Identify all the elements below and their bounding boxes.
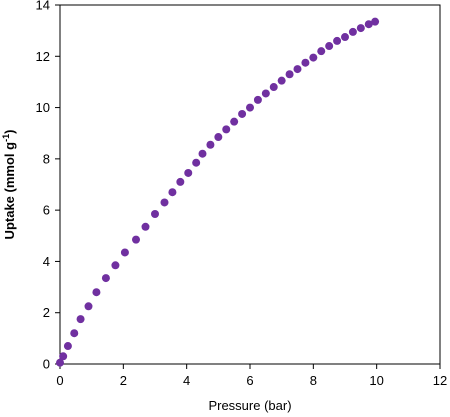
- x-axis-ticks: 0 2 4 6 8 10 12: [56, 364, 447, 388]
- y-axis-ticks: 0 2 4 6 8 10 12 14: [36, 0, 60, 372]
- data-point: [364, 20, 373, 29]
- data-point: [214, 133, 223, 142]
- data-point: [285, 70, 294, 79]
- x-tick-label: 6: [246, 373, 253, 388]
- x-axis-title: Pressure (bar): [208, 398, 291, 413]
- data-point: [84, 302, 93, 311]
- data-point: [341, 33, 349, 42]
- data-points: [56, 17, 380, 367]
- y-tick-label: 10: [36, 100, 50, 115]
- data-point: [160, 198, 169, 207]
- data-point: [120, 248, 129, 257]
- data-point: [293, 65, 302, 74]
- data-point: [192, 158, 201, 167]
- y-tick-label: 8: [43, 151, 50, 166]
- data-point: [70, 329, 79, 338]
- data-point: [206, 140, 215, 149]
- data-point: [230, 117, 239, 126]
- data-point: [92, 288, 101, 297]
- data-point: [371, 17, 380, 26]
- data-point: [246, 103, 254, 112]
- y-axis-title-base: Uptake (mmol g: [2, 142, 17, 240]
- data-point: [222, 125, 231, 134]
- y-axis-title: Uptake (mmol g-1): [1, 130, 17, 240]
- y-axis-title-superscript: -1: [1, 134, 11, 142]
- y-tick-label: 14: [36, 0, 50, 13]
- x-tick-label: 12: [433, 373, 447, 388]
- data-point: [141, 222, 150, 231]
- data-point: [198, 149, 207, 158]
- y-tick-label: 4: [43, 254, 50, 269]
- data-point: [309, 53, 318, 62]
- data-point: [269, 83, 278, 92]
- data-point: [63, 342, 72, 351]
- y-tick-label: 0: [43, 357, 50, 372]
- x-tick-label: 0: [56, 373, 63, 388]
- data-point: [317, 47, 326, 56]
- data-point: [76, 315, 85, 324]
- data-point: [56, 358, 64, 367]
- data-point: [238, 109, 247, 118]
- data-point: [348, 27, 357, 36]
- y-tick-label: 12: [36, 49, 50, 64]
- data-point: [151, 209, 159, 218]
- data-point: [132, 235, 140, 244]
- x-tick-label: 10: [369, 373, 383, 388]
- data-point: [168, 188, 177, 197]
- x-tick-label: 2: [120, 373, 127, 388]
- y-tick-label: 2: [43, 305, 50, 320]
- data-point: [184, 168, 193, 177]
- data-point: [277, 76, 286, 85]
- data-point: [301, 58, 310, 67]
- plot-area: [59, 4, 441, 365]
- y-tick-label: 6: [43, 203, 50, 218]
- data-point: [59, 352, 68, 361]
- y-axis-title-close: ): [2, 130, 17, 134]
- data-point: [325, 42, 334, 51]
- x-tick-label: 4: [183, 373, 190, 388]
- data-point: [261, 89, 270, 98]
- data-point: [253, 95, 262, 104]
- data-point: [111, 261, 120, 270]
- data-point: [176, 177, 185, 186]
- x-tick-label: 8: [310, 373, 317, 388]
- data-point: [356, 24, 365, 33]
- data-point: [101, 274, 110, 283]
- data-point: [333, 36, 342, 45]
